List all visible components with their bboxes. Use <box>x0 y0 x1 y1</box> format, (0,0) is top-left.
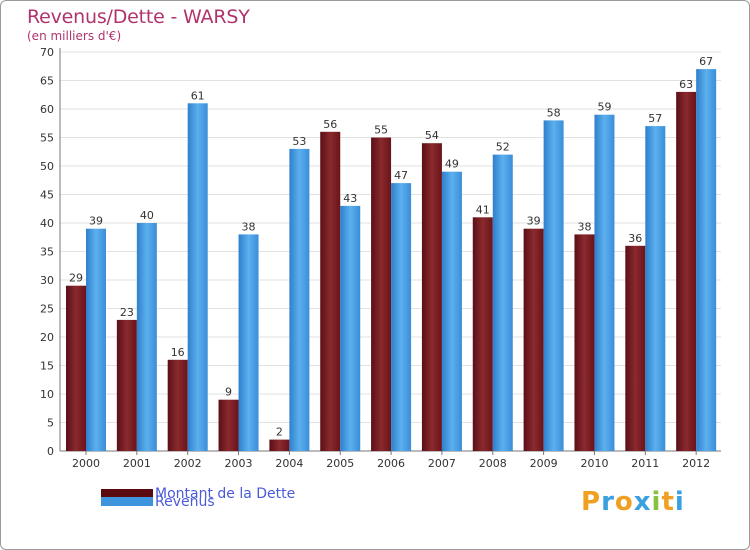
bar <box>86 228 106 451</box>
x-tick-label: 2002 <box>174 457 202 470</box>
bar <box>289 148 310 451</box>
bar <box>340 205 361 451</box>
x-tick-label: 2006 <box>377 457 405 470</box>
proxiti-logo: Proxiti <box>581 487 685 517</box>
bar <box>421 143 442 451</box>
bar-value-label: 29 <box>69 272 83 285</box>
bar <box>645 126 666 451</box>
bar <box>238 234 259 451</box>
y-tick-label: 10 <box>40 388 54 401</box>
bar <box>441 171 462 451</box>
y-tick-label: 40 <box>40 217 54 230</box>
y-tick-label: 15 <box>40 360 54 373</box>
y-axis: 0 5 10 15 20 25 30 35 40 45 50 55 60 65 70 <box>40 46 721 458</box>
chart-subtitle: (en milliers d'€) <box>27 29 122 43</box>
bar-value-label: 16 <box>171 346 185 359</box>
y-tick-label: 5 <box>47 417 54 430</box>
x-tick-label: 2012 <box>682 457 710 470</box>
bar <box>66 285 86 451</box>
x-tick-label: 2005 <box>326 457 354 470</box>
legend-swatch-dette <box>101 489 153 498</box>
bar-value-label: 55 <box>374 124 388 137</box>
bar-value-label: 39 <box>527 215 541 228</box>
logo-letter: i <box>674 487 685 517</box>
x-axis: 2000 2001 2002 2003 2004 2005 2006 2007 2008 2009… <box>72 451 710 470</box>
bar <box>320 131 341 452</box>
bar-value-label: 23 <box>120 306 134 319</box>
bar-value-label: 58 <box>547 106 561 119</box>
bar-value-label: 38 <box>577 220 591 233</box>
bar <box>371 137 392 451</box>
logo-letter: t <box>661 487 675 517</box>
bar-value-label: 59 <box>597 101 611 114</box>
bar <box>269 439 290 451</box>
x-tick-label: 2003 <box>225 457 253 470</box>
bar <box>116 319 137 451</box>
x-tick-label: 2001 <box>123 457 151 470</box>
y-tick-label: 45 <box>40 189 54 202</box>
bar-value-label: 54 <box>425 129 439 142</box>
bar-value-label: 9 <box>225 386 232 399</box>
x-tick-label: 2009 <box>530 457 558 470</box>
logo-letter: i <box>651 487 662 517</box>
bars: 29 39 23 40 16 61 9 38 2 53 56 43 55 47 54 49 41 52 39 58 38… <box>66 55 717 452</box>
y-tick-label: 65 <box>40 75 54 88</box>
bar-value-label: 41 <box>476 203 490 216</box>
logo-letter: x <box>633 487 652 517</box>
y-tick-label: 0 <box>47 445 54 458</box>
bar <box>676 91 697 452</box>
legend-label-revenus: Revenus <box>155 494 215 510</box>
bar-value-label: 43 <box>343 192 357 205</box>
bar-value-label: 53 <box>292 135 306 148</box>
legend-swatch-revenus <box>101 497 153 506</box>
x-tick-label: 2000 <box>72 457 100 470</box>
bar <box>136 223 157 451</box>
bar <box>167 359 188 451</box>
bar-value-label: 38 <box>242 220 256 233</box>
logo-letter: o <box>614 487 634 517</box>
bar <box>492 154 513 451</box>
x-tick-label: 2007 <box>428 457 456 470</box>
bar-value-label: 63 <box>679 78 693 91</box>
bar <box>523 228 544 451</box>
bar-value-label: 40 <box>140 209 154 222</box>
y-tick-label: 60 <box>40 103 54 116</box>
bar <box>625 245 646 451</box>
bar-value-label: 56 <box>323 118 337 131</box>
x-tick-label: 2010 <box>580 457 608 470</box>
bar-value-label: 61 <box>191 89 205 102</box>
bar-value-label: 67 <box>699 55 713 68</box>
y-tick-label: 70 <box>40 46 54 59</box>
x-tick-label: 2011 <box>631 457 659 470</box>
y-tick-label: 20 <box>40 331 54 344</box>
bar <box>574 234 595 451</box>
bar <box>696 69 717 451</box>
bar <box>472 217 493 451</box>
x-tick-label: 2004 <box>275 457 303 470</box>
legend-label-dette: Montant de la Dette <box>155 486 296 502</box>
y-tick-label: 55 <box>40 132 54 145</box>
bar-value-label: 52 <box>496 141 510 154</box>
bar-value-label: 49 <box>445 158 459 171</box>
logo-letter: r <box>601 487 615 517</box>
y-tick-label: 25 <box>40 303 54 316</box>
bar-value-label: 2 <box>276 426 283 439</box>
logo-letter: P <box>581 487 602 517</box>
bar <box>594 114 615 451</box>
bar-value-label: 39 <box>89 215 103 228</box>
chart-title: Revenus/Dette - WARSY <box>27 6 250 28</box>
y-tick-label: 30 <box>40 274 54 287</box>
bar-value-label: 36 <box>628 232 642 245</box>
y-tick-label: 50 <box>40 160 54 173</box>
bar <box>543 120 564 452</box>
bar <box>187 103 208 452</box>
bar <box>218 399 239 451</box>
bar-value-label: 47 <box>394 169 408 182</box>
y-tick-label: 35 <box>40 246 54 259</box>
bar <box>391 183 412 451</box>
x-tick-label: 2008 <box>479 457 507 470</box>
bar-value-label: 57 <box>648 112 662 125</box>
